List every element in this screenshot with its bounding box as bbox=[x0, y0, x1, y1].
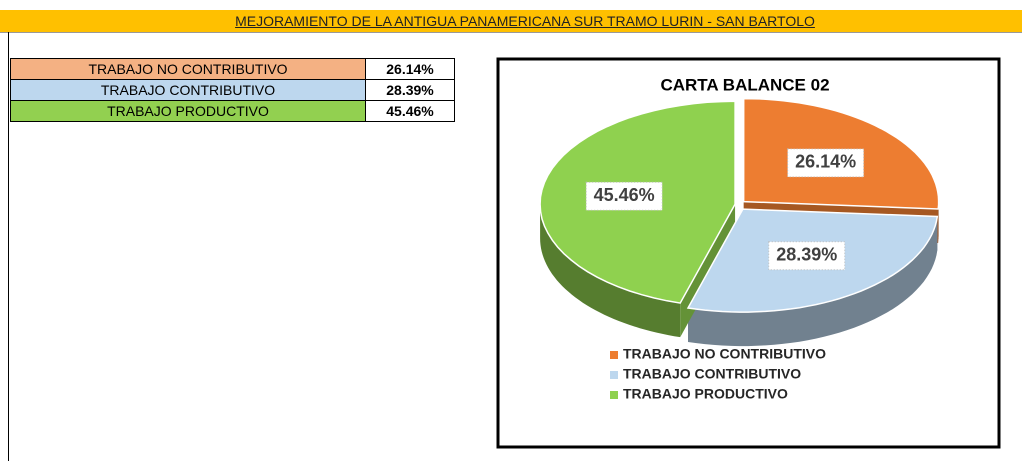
summary-table: TRABAJO NO CONTRIBUTIVO 26.14% TRABAJO CON… bbox=[10, 58, 455, 122]
title-bar: MEJORAMIENTO DE LA ANTIGUA PANAMERICANA … bbox=[0, 10, 1022, 33]
row-value: 28.39% bbox=[365, 79, 455, 101]
slice-side bbox=[688, 216, 938, 347]
row-label: TRABAJO NO CONTRIBUTIVO bbox=[10, 58, 366, 80]
slice-side bbox=[540, 204, 681, 338]
data-label-box bbox=[768, 241, 846, 271]
table-row: TRABAJO CONTRIBUTIVO 28.39% bbox=[10, 79, 455, 101]
legend-swatch bbox=[610, 371, 618, 379]
legend-label: TRABAJO PRODUCTIVO bbox=[623, 386, 788, 402]
legend-swatch bbox=[610, 391, 618, 399]
data-label: 26.14% bbox=[795, 152, 856, 172]
row-label: TRABAJO PRODUCTIVO bbox=[10, 100, 366, 122]
sheet-title: MEJORAMIENTO DE LA ANTIGUA PANAMERICANA … bbox=[235, 13, 815, 29]
legend-label: TRABAJO CONTRIBUTIVO bbox=[623, 366, 801, 382]
data-label: 45.46% bbox=[594, 185, 655, 205]
chart-title: CARTA BALANCE 02 bbox=[660, 75, 829, 94]
legend-label: TRABAJO NO CONTRIBUTIVO bbox=[623, 346, 826, 362]
table-row: TRABAJO NO CONTRIBUTIVO 26.14% bbox=[10, 58, 455, 80]
table-row: TRABAJO PRODUCTIVO 45.46% bbox=[10, 100, 455, 122]
row-label: TRABAJO CONTRIBUTIVO bbox=[10, 79, 366, 101]
data-label: 28.39% bbox=[776, 245, 837, 265]
data-label-box bbox=[787, 148, 865, 178]
row-value: 45.46% bbox=[365, 100, 455, 122]
cell-border bbox=[8, 32, 9, 461]
slice-side bbox=[938, 201, 939, 243]
data-label-box bbox=[585, 181, 663, 211]
legend-swatch bbox=[610, 351, 618, 359]
